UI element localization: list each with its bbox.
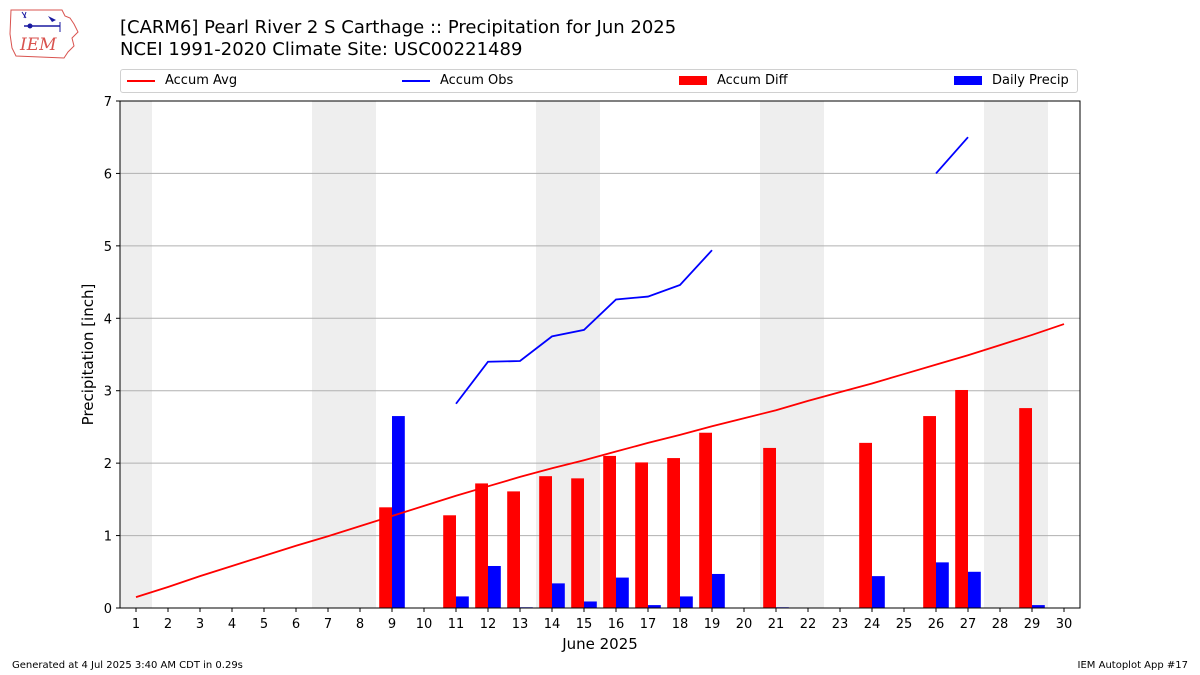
bar-accum-diff-day-29 [1019,408,1032,608]
bar-daily-precip-day-29 [1032,605,1045,608]
x-tick-label: 14 [544,617,561,632]
bar-daily-precip-day-18 [680,596,693,608]
y-tick-label: 4 [104,312,112,327]
x-tick-label: 2 [164,617,172,632]
bar-accum-diff-day-21 [763,447,776,608]
chart-legend: Accum Avg Accum Obs Accum Diff Daily Pre… [120,69,1078,93]
x-tick-label: 3 [196,617,204,632]
chart-title: [CARM6] Pearl River 2 S Carthage :: Prec… [120,17,677,38]
weekend-shade-day-22 [792,101,824,608]
x-tick-label: 17 [640,617,657,632]
x-tick-label: 30 [1056,617,1073,632]
bar-daily-precip-day-15 [584,601,597,608]
iem-logo: IEM [9,9,79,59]
footer-generated-text: Generated at 4 Jul 2025 3:40 AM CDT in 0… [12,660,243,671]
weekend-shade-day-28 [984,101,1016,608]
x-tick-label: 16 [608,617,625,632]
bar-accum-diff-day-24 [859,442,872,608]
bar-daily-precip-day-12 [488,565,501,608]
bar-accum-diff-day-26 [923,416,936,608]
bar-accum-diff-day-15 [571,478,584,608]
bar-daily-precip-day-9 [392,416,405,608]
weekend-shade-day-7 [312,101,344,608]
y-tick-label: 3 [104,385,112,400]
x-tick-label: 29 [1024,617,1041,632]
x-tick-label: 1 [132,617,140,632]
legend-label-accum-diff: Accum Diff [717,73,788,88]
legend-label-accum-avg: Accum Avg [165,73,238,88]
y-axis-label: Precipitation [inch] [79,284,97,426]
bar-accum-diff-day-11 [443,515,456,608]
x-tick-label: 7 [324,617,332,632]
x-tick-label: 4 [228,617,236,632]
x-tick-label: 23 [832,617,849,632]
x-tick-label: 25 [896,617,913,632]
legend-swatch-accum-obs [402,79,430,82]
x-tick-label: 8 [356,617,364,632]
x-tick-label: 5 [260,617,268,632]
legend-label-daily-precip: Daily Precip [992,73,1069,88]
line-accum-obs-segment-1 [935,136,969,175]
y-tick-label: 7 [104,95,112,110]
bar-daily-precip-day-11 [456,596,469,608]
x-tick-label: 26 [928,617,945,632]
chart-subtitle: NCEI 1991-2020 Climate Site: USC00221489 [120,39,523,60]
bar-accum-diff-day-14 [539,476,552,608]
x-tick-label: 15 [576,617,593,632]
y-tick-label: 0 [104,602,112,617]
x-tick-label: 11 [448,617,465,632]
plot-frame [119,100,1081,609]
x-axis-label: June 2025 [561,635,638,653]
x-tick-label: 9 [388,617,396,632]
weekend-shade-day-1 [120,101,152,608]
legend-item-accum-diff: Accum Diff [679,73,788,88]
bar-daily-precip-day-24 [872,576,885,608]
y-tick-label: 5 [104,240,112,255]
bar-accum-diff-day-13 [507,491,520,608]
legend-swatch-daily-precip [954,76,982,85]
x-tick-label: 13 [512,617,529,632]
bar-daily-precip-day-19 [712,573,725,608]
x-tick-label: 20 [736,617,753,632]
x-tick-label: 6 [292,617,300,632]
line-accum-avg-segment-0 [135,323,1065,598]
y-tick-label: 6 [104,167,112,182]
legend-item-accum-avg: Accum Avg [127,73,237,88]
x-tick-label: 18 [672,617,689,632]
legend-item-daily-precip: Daily Precip [954,73,1069,88]
iem-logo-text: IEM [19,35,57,55]
x-tick-label: 28 [992,617,1009,632]
x-tick-label: 22 [800,617,817,632]
bar-accum-diff-day-19 [699,432,712,608]
weekend-shade-day-8 [344,101,376,608]
legend-item-accum-obs: Accum Obs [402,73,513,88]
bar-accum-diff-day-16 [603,455,616,608]
bar-accum-diff-day-9 [379,507,392,608]
bar-daily-precip-day-14 [552,583,565,608]
x-tick-label: 24 [864,617,881,632]
bar-daily-precip-day-16 [616,577,629,608]
x-tick-label: 21 [768,617,785,632]
legend-swatch-accum-diff [679,76,707,85]
bar-accum-diff-day-12 [475,483,488,608]
y-tick-label: 1 [104,530,112,545]
y-tick-label: 2 [104,457,112,472]
x-tick-label: 12 [480,617,497,632]
bar-daily-precip-day-17 [648,605,661,608]
bar-accum-diff-day-18 [667,458,680,608]
footer-app-text: IEM Autoplot App #17 [1077,660,1188,671]
bar-daily-precip-day-26 [936,562,949,608]
bar-accum-diff-day-27 [955,389,968,608]
legend-label-accum-obs: Accum Obs [440,73,514,88]
legend-swatch-accum-avg [127,79,155,82]
line-accum-obs-segment-0 [455,249,713,405]
bar-daily-precip-day-27 [968,571,981,608]
x-tick-label: 10 [416,617,433,632]
x-tick-label: 27 [960,617,977,632]
bar-accum-diff-day-17 [635,462,648,608]
x-tick-label: 19 [704,617,721,632]
